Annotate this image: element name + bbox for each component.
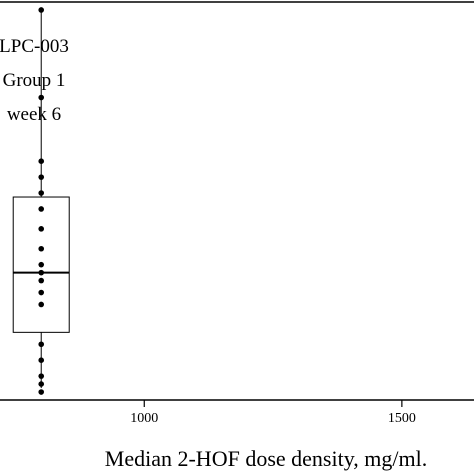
- data-point: [38, 174, 45, 180]
- x-tick-label: 1000: [130, 411, 158, 426]
- data-point: [38, 7, 45, 13]
- annotation-line: week 6: [7, 104, 61, 125]
- data-point: [38, 206, 45, 212]
- data-point: [38, 261, 45, 268]
- iqr-box: [12, 196, 70, 333]
- x-tick-label: 1500: [388, 411, 416, 426]
- data-point: [38, 373, 45, 379]
- data-point: [38, 190, 45, 196]
- data-point: [38, 158, 45, 164]
- data-point: [38, 277, 45, 284]
- data-point: [38, 301, 45, 308]
- data-point: [38, 289, 45, 296]
- data-point: [38, 341, 45, 348]
- data-point: [38, 245, 45, 252]
- data-point: [38, 269, 45, 276]
- data-point: [38, 381, 45, 387]
- data-point: [38, 226, 45, 232]
- data-point: [38, 94, 45, 101]
- annotation-line: LPC-003: [0, 36, 69, 57]
- data-point: [38, 389, 45, 395]
- x-axis-label: Median 2-HOF dose density, mg/ml.: [105, 446, 427, 471]
- data-point: [38, 357, 45, 364]
- annotation-line: Group 1: [3, 70, 66, 91]
